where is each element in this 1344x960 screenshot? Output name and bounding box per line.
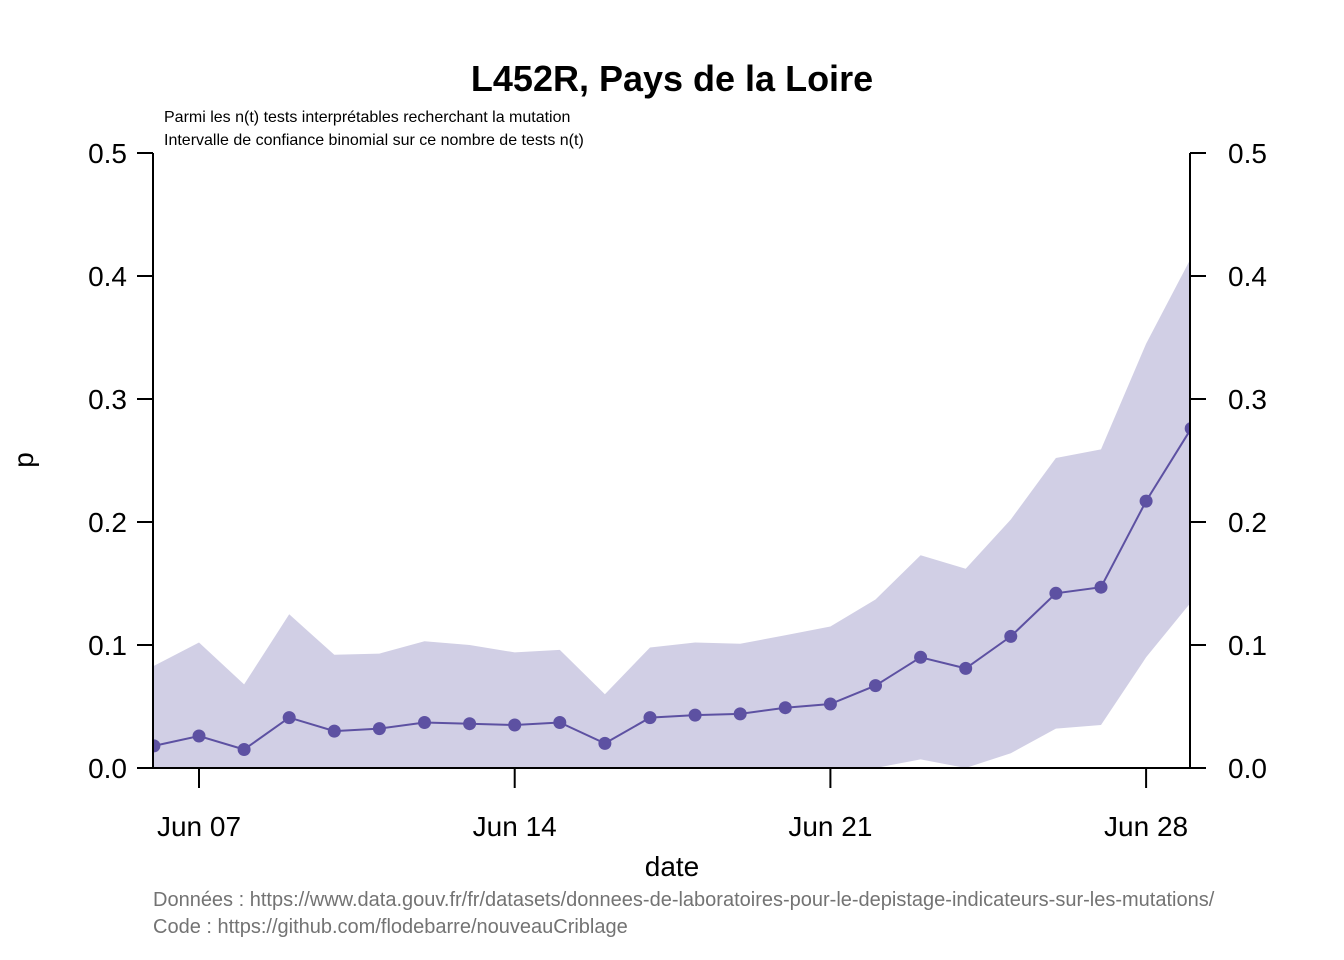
data-point [153, 739, 161, 753]
x-tick-label: Jun 07 [157, 811, 241, 842]
data-point [914, 650, 928, 664]
x-tick-label: Jun 21 [788, 811, 872, 842]
data-point [643, 711, 657, 725]
data-point [778, 701, 792, 715]
data-point [1004, 629, 1018, 643]
confidence-band [153, 259, 1190, 768]
data-point [372, 722, 386, 736]
source-data-line: Données : https://www.data.gouv.fr/fr/da… [153, 889, 1215, 911]
data-point [508, 718, 522, 732]
y-tick-label-right: 0.5 [1228, 138, 1267, 169]
y-tick-label-left: 0.4 [88, 261, 127, 292]
y-tick-label-right: 0.4 [1228, 261, 1267, 292]
data-point [598, 736, 612, 750]
confidence-band-layer [153, 259, 1190, 768]
chart-subtitle-line-2: Intervalle de confiance binomial sur ce … [164, 132, 584, 149]
y-tick-label-left: 0.0 [88, 753, 127, 784]
data-point [823, 697, 837, 711]
data-point [733, 707, 747, 721]
y-tick-label-left: 0.1 [88, 630, 127, 661]
chart-subtitle-line-1: Parmi les n(t) tests interprétables rech… [164, 109, 570, 126]
source-code-line: Code : https://github.com/flodebarre/nou… [153, 916, 628, 938]
data-point [282, 711, 296, 725]
series-points-layer [153, 422, 1190, 756]
y-tick-label-right: 0.0 [1228, 753, 1267, 784]
x-axis-title: date [645, 851, 700, 882]
y-axis-title: p [8, 452, 39, 468]
series-line [153, 428, 1190, 751]
data-point [1139, 494, 1153, 508]
data-point [1184, 422, 1190, 435]
y-tick-label-left: 0.5 [88, 138, 127, 169]
data-point [237, 743, 251, 756]
data-point [1049, 586, 1063, 600]
x-tick-label: Jun 14 [473, 811, 557, 842]
y-tick-label-right: 0.3 [1228, 384, 1267, 415]
series-line-layer [153, 428, 1190, 751]
data-point [688, 708, 702, 722]
axes: 0.0 0.0 0.1 0.1 0.2 0.2 0.3 0.3 0.4 0.4 0.5 0.5 Jun … [88, 138, 1267, 842]
data-point [463, 717, 477, 731]
y-tick-label-right: 0.2 [1228, 507, 1267, 538]
data-point [1094, 580, 1108, 594]
y-tick-label-right: 0.1 [1228, 630, 1267, 661]
data-point [327, 724, 341, 738]
data-point [959, 661, 973, 675]
data-point [418, 716, 431, 729]
y-tick-label-left: 0.3 [88, 384, 127, 415]
data-point [553, 716, 567, 729]
y-tick-label-left: 0.2 [88, 507, 127, 538]
chart-title: L452R, Pays de la Loire [471, 58, 873, 99]
x-tick-label: Jun 28 [1104, 811, 1188, 842]
data-point [192, 729, 206, 743]
data-point [869, 679, 882, 693]
